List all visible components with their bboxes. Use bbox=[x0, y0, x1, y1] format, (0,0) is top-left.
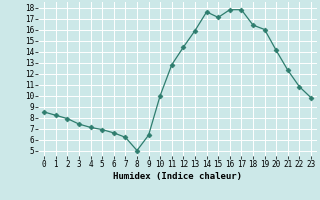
X-axis label: Humidex (Indice chaleur): Humidex (Indice chaleur) bbox=[113, 172, 242, 181]
